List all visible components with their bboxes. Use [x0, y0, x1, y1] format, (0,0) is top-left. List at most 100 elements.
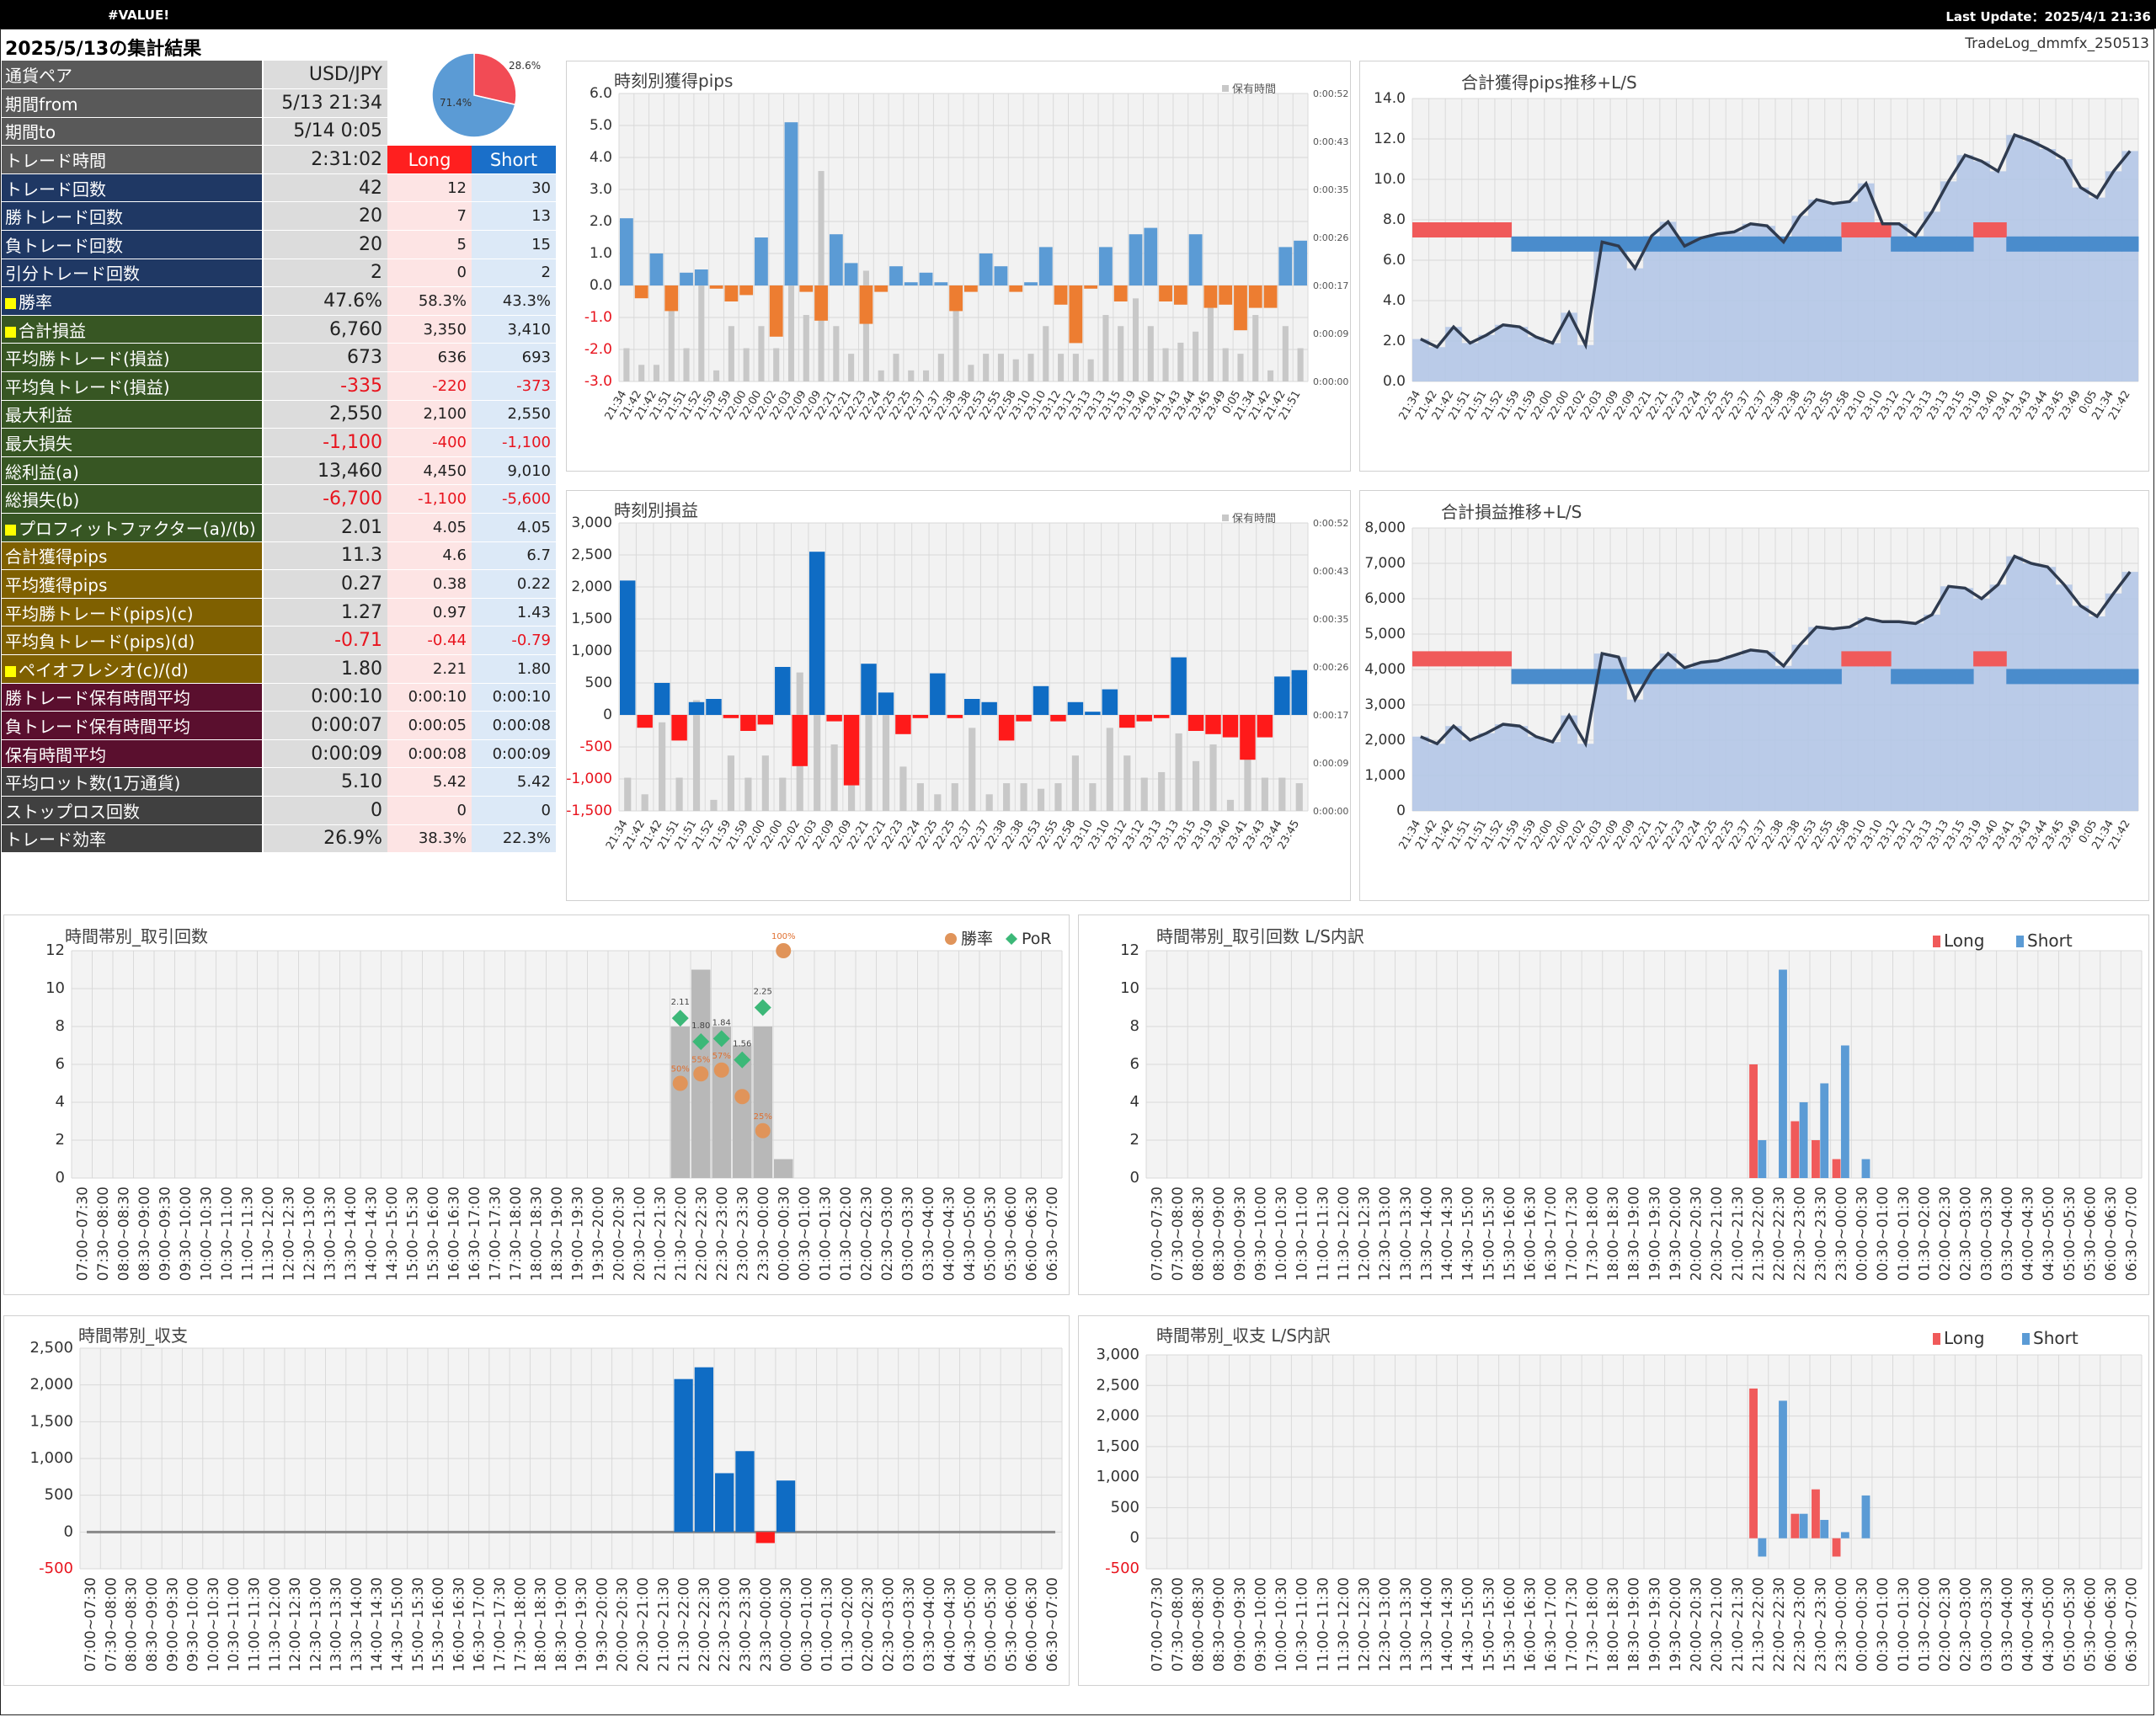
value-bar	[1102, 689, 1118, 715]
y-tick-label: 500	[1111, 1498, 1139, 1516]
ls-band-segment	[1478, 222, 1496, 237]
hold-time-bar	[668, 292, 675, 381]
y2-tick-label: 0:00:09	[1313, 328, 1348, 339]
y-tick-label: 5,000	[1364, 626, 1406, 643]
por-label: 1.84	[712, 1018, 731, 1027]
short-count-bar	[1820, 1083, 1829, 1178]
ls-band-segment	[1973, 651, 1991, 667]
y-tick-label: 1.0	[590, 245, 612, 262]
winrate-point	[713, 1062, 729, 1078]
stats-short-value: 5.42	[472, 767, 556, 797]
value-bar	[859, 285, 873, 324]
highlight-marker-icon	[5, 326, 16, 338]
x-tick-label: 18:00~18:30	[533, 1577, 550, 1672]
stats-label-text: 引分トレード回数	[5, 264, 140, 285]
topbar-left-text: #VALUE!	[108, 8, 170, 23]
value-bar	[739, 285, 754, 296]
hold-time-bar	[865, 689, 873, 811]
chart-cum-pips-panel: 0.0 2.0 4.0 6.0 8.0 10.0 12.0 14.0 21:34 21:42 21:…	[1359, 61, 2149, 472]
legend-long: Long	[1944, 930, 1984, 951]
stats-label: 総利益(a)	[2, 456, 264, 486]
ls-band-segment	[1924, 236, 1941, 252]
count-bar	[753, 1026, 772, 1178]
ls-band-segment	[2022, 236, 2040, 252]
ls-band-segment	[2022, 669, 2040, 685]
x-tick-label: 15:30~16:00	[1502, 1577, 1518, 1672]
value-bar	[1159, 285, 1172, 301]
x-tick-label: 20:00~20:30	[611, 1186, 627, 1281]
x-tick-label: 12:00~12:30	[1357, 1186, 1374, 1281]
value-bar	[1136, 715, 1152, 722]
value-bar	[620, 218, 633, 285]
chart-count-slot-panel: 0 2 4 6 8 10 12 07:00~07:30 07:30~08:00 08:00~08:…	[3, 914, 1070, 1295]
x-tick-label: 06:00~06:30	[1024, 1577, 1041, 1672]
value-bar	[979, 253, 993, 285]
ls-band-segment	[1891, 669, 1908, 685]
value-bar	[664, 285, 679, 312]
ls-band-segment	[1461, 651, 1479, 667]
stats-row: 平均勝トレード(pips)(c) 1.27 0.97 1.43	[2, 598, 556, 627]
stats-long-value: -220	[387, 371, 472, 401]
stats-long-value: 58.3%	[387, 286, 472, 316]
short-count-bar	[1799, 1102, 1808, 1178]
ls-band-segment	[1610, 669, 1628, 685]
x-tick-label: 16:30~17:00	[472, 1577, 488, 1672]
y-tick-label: 2,000	[1364, 732, 1406, 749]
stats-short-value: 0:00:10	[472, 683, 556, 712]
x-tick-label: 00:30~01:00	[798, 1577, 815, 1672]
x-tick-label: 13:00~13:30	[1398, 1186, 1415, 1281]
ls-band-segment	[2056, 669, 2073, 685]
ls-band-segment	[1808, 669, 1826, 685]
long-pnl-bar	[1812, 1489, 1820, 1538]
ls-band-segment	[1561, 669, 1578, 685]
pnl-bar	[735, 1451, 755, 1533]
value-bar	[637, 715, 653, 728]
stats-row: 総利益(a) 13,460 4,450 9,010	[2, 456, 556, 486]
count-bar	[733, 1045, 752, 1178]
stats-label-text: 保有時間平均	[5, 744, 106, 765]
ls-band-segment	[2105, 236, 2122, 252]
pnl-bar	[776, 1480, 796, 1533]
x-tick-label: 03:00~03:30	[901, 1577, 918, 1672]
value-bar	[1009, 285, 1023, 292]
value-bar	[1234, 285, 1247, 331]
hold-time-bar	[641, 794, 648, 811]
ls-band-segment	[1775, 669, 1793, 685]
value-bar	[998, 715, 1015, 741]
y-tick-label: 0	[1130, 1529, 1139, 1547]
short-count-bar	[1861, 1159, 1870, 1178]
value-bar	[874, 285, 889, 292]
stats-long-value: -400	[387, 428, 472, 457]
y-tick-label: 0	[56, 1169, 65, 1186]
long-pnl-bar	[1790, 1513, 1800, 1538]
winrate-label: 25%	[754, 1112, 772, 1122]
hold-time-bar	[922, 370, 930, 381]
ls-band-segment	[1841, 222, 1859, 237]
stats-value: 2:31:02	[263, 145, 387, 174]
stats-long-value: -1,100	[387, 484, 472, 514]
y-tick-label: 12	[45, 941, 65, 959]
chart-cum-pnl-panel: 0 1,000 2,000 3,000 4,000 5,000 6,000 7,000 8,00…	[1359, 490, 2149, 901]
y-tick-label: 8,000	[1364, 520, 1406, 536]
x-tick-label: 22:00~22:30	[1771, 1186, 1788, 1281]
stats-label-text: トレード時間	[5, 151, 106, 172]
y-tick-label: 1,000	[1096, 1468, 1139, 1485]
x-tick-label: 21:00~21:30	[655, 1577, 672, 1672]
hold-time-bar	[983, 354, 990, 381]
stats-label: 最大利益	[2, 400, 264, 429]
value-bar	[649, 253, 664, 285]
hold-time-bar	[1058, 354, 1065, 381]
value-bar	[1033, 685, 1049, 715]
value-bar	[808, 552, 825, 715]
stats-label-text: 総損失(b)	[5, 490, 80, 511]
legend-long: Long	[1944, 1328, 1984, 1348]
x-tick-label: 13:30~14:00	[343, 1186, 360, 1281]
x-tick-label: 17:30~18:00	[512, 1577, 529, 1672]
chart-title: 時間帯別_収支	[78, 1325, 188, 1346]
ls-band-segment	[1742, 669, 1759, 685]
x-tick-label: 19:30~20:00	[1668, 1186, 1684, 1281]
stats-long-value: 0	[387, 796, 472, 825]
x-tick-label: 12:30~13:00	[302, 1186, 318, 1281]
y-tick-label: 1,000	[571, 643, 612, 659]
ls-band-segment	[1561, 236, 1578, 252]
